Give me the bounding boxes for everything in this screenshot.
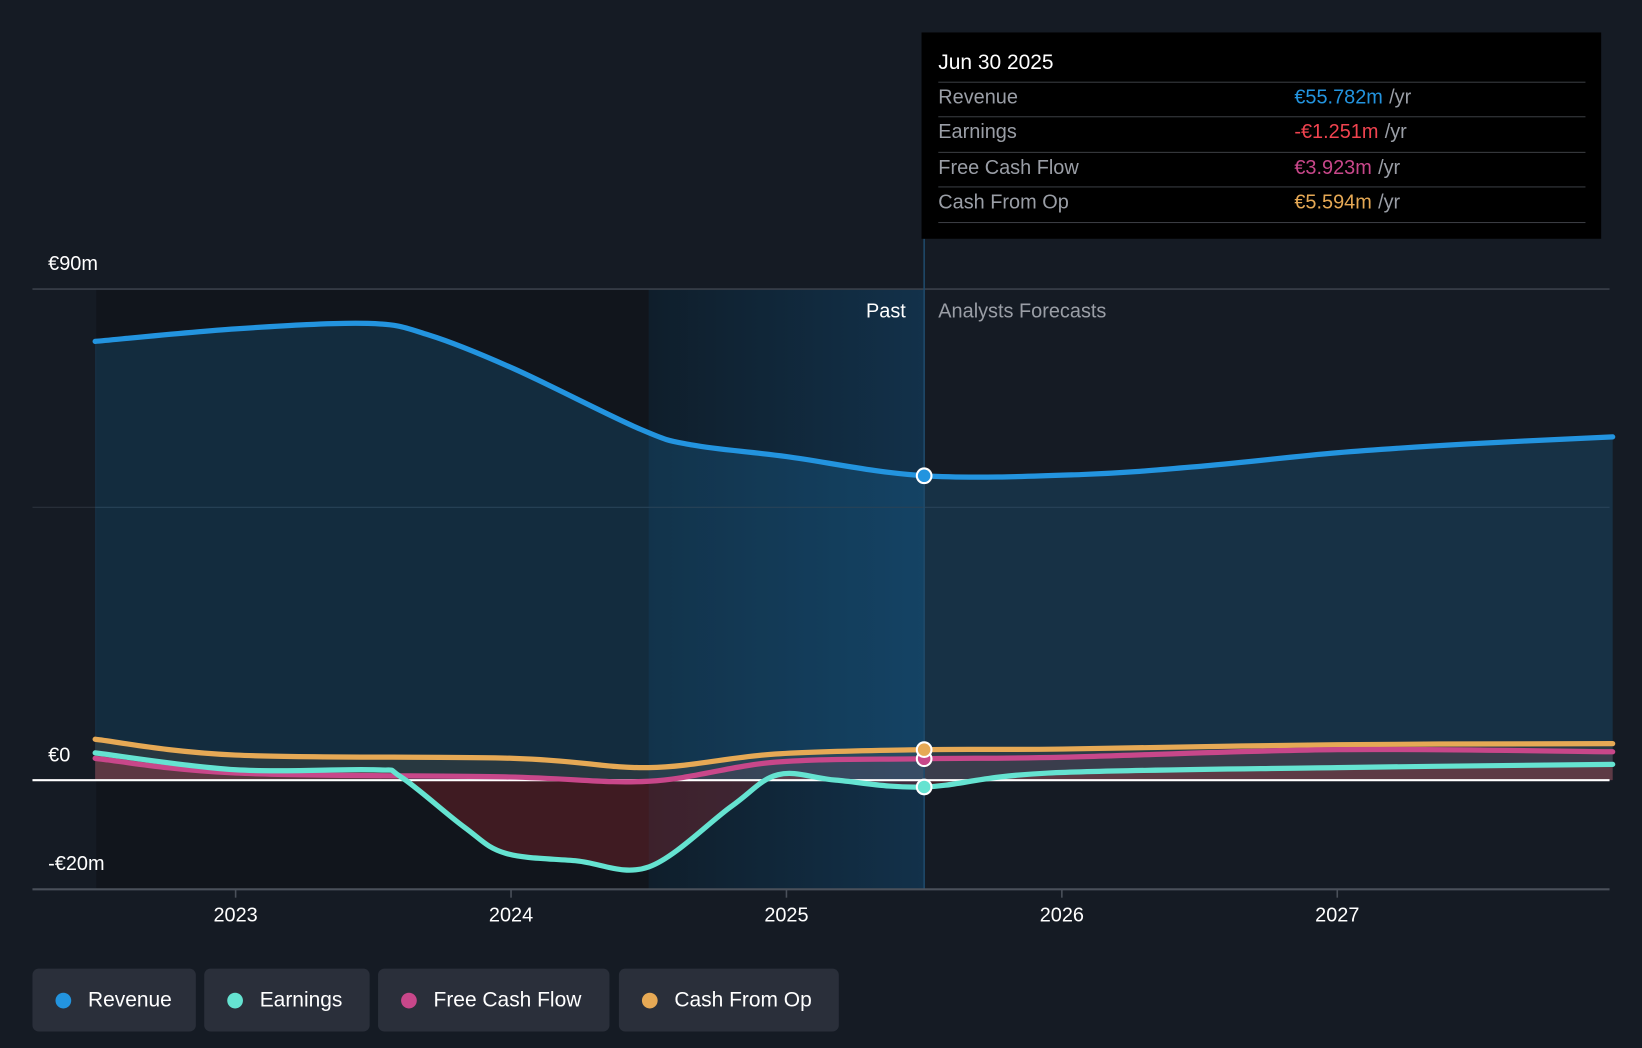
line-earnings	[92, 750, 1616, 873]
tooltip-value: €3.923m/yr	[1294, 157, 1400, 180]
legend-label: Revenue	[87, 988, 172, 1012]
dot-icon	[227, 992, 243, 1008]
marker-cash-from-op	[915, 741, 933, 759]
tooltip-value: €5.594m/yr	[1294, 192, 1400, 215]
value: €5.594m	[1294, 191, 1372, 214]
legend-earnings-button[interactable]: Earnings	[204, 968, 370, 1032]
y-tick-label: €0	[48, 744, 71, 767]
unit: /yr	[1389, 86, 1412, 109]
tooltip-row-cfo: Cash From Op €5.594m/yr	[938, 186, 1586, 222]
line-revenue	[92, 320, 1616, 480]
legend-revenue-button[interactable]: Revenue	[32, 968, 196, 1032]
value: €3.923m	[1294, 157, 1372, 180]
area-earnings	[95, 752, 1613, 871]
legend-fcf-button[interactable]: Free Cash Flow	[378, 968, 610, 1032]
legend-label: Earnings	[259, 988, 343, 1012]
tooltip: Jun 30 2025 Revenue €55.782m/yr Earnings…	[921, 32, 1602, 239]
area-free-cash-flow	[95, 749, 1613, 782]
value: €55.782m	[1294, 86, 1383, 109]
area-revenue	[95, 323, 1613, 781]
y-tick-label: -€20m	[48, 853, 105, 876]
dot-icon	[55, 992, 72, 1008]
y-tick-label: €90m	[48, 253, 98, 276]
unit: /yr	[1378, 191, 1401, 214]
x-tick-label: 2023	[214, 905, 258, 927]
divider	[938, 222, 1586, 224]
x-tick-label: 2027	[1315, 905, 1359, 927]
line-free-cash-flow	[92, 746, 1616, 785]
forecast-label: Analysts Forecasts	[938, 300, 1107, 323]
x-tick-label: 2025	[764, 905, 808, 927]
legend-label: Cash From Op	[674, 988, 812, 1012]
tooltip-label: Revenue	[938, 86, 1018, 109]
dot-icon	[401, 992, 417, 1008]
x-tick-label: 2024	[489, 905, 533, 927]
tooltip-label: Cash From Op	[938, 191, 1069, 214]
dot-icon	[641, 992, 658, 1008]
tooltip-date: Jun 30 2025	[938, 51, 1054, 75]
x-tick-label: 2026	[1040, 905, 1084, 927]
tooltip-label: Free Cash Flow	[938, 157, 1079, 180]
marker-revenue	[915, 467, 933, 485]
tooltip-value: -€1.251m/yr	[1294, 121, 1406, 144]
tooltip-value: €55.782m/yr	[1294, 87, 1411, 110]
tooltip-row-revenue: Revenue €55.782m/yr	[938, 81, 1586, 118]
highlight-band	[648, 289, 925, 890]
unit: /yr	[1384, 121, 1407, 144]
legend-label: Free Cash Flow	[433, 988, 582, 1012]
legend-cfo-button[interactable]: Cash From Op	[618, 968, 839, 1032]
unit: /yr	[1378, 157, 1401, 180]
tooltip-label: Earnings	[938, 121, 1017, 144]
marker-earnings	[915, 778, 933, 796]
past-label: Past	[866, 300, 906, 323]
value: -€1.251m	[1294, 121, 1379, 144]
line-cash-from-op	[92, 736, 1616, 771]
tooltip-row-fcf: Free Cash Flow €3.923m/yr	[938, 151, 1586, 188]
tooltip-row-earnings: Earnings -€1.251m/yr	[938, 116, 1586, 152]
